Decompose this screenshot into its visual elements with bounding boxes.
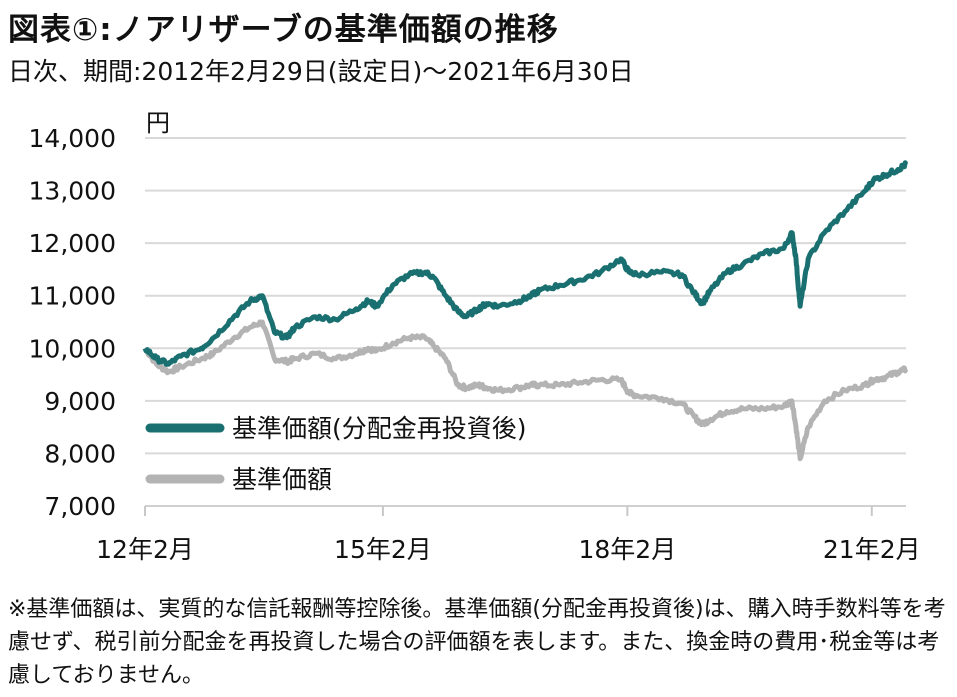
legend-label-reinvested: 基準価額(分配金再投資後) xyxy=(232,414,527,443)
legend: 基準価額(分配金再投資後) 基準価額 xyxy=(145,414,527,494)
y-tick-label: 14,000 xyxy=(29,124,116,153)
axes xyxy=(144,505,906,516)
y-tick-label: 12,000 xyxy=(29,229,116,258)
tick-labels: 7,000 8,000 9,000 10,000 11,000 12,000 13,000 1… xyxy=(29,124,921,564)
y-tick-label: 13,000 xyxy=(29,177,116,206)
chart-subtitle: 日次、期間:2012年2月29日(設定日)～2021年6月30日 xyxy=(8,57,634,86)
y-tick-label: 10,000 xyxy=(29,334,116,363)
y-tick-label: 11,000 xyxy=(29,282,116,311)
y-axis-unit-label: 円 xyxy=(146,109,170,137)
y-tick-label: 9,000 xyxy=(44,387,116,416)
x-tick-label: 15年2月 xyxy=(334,535,432,564)
x-tick-label: 21年2月 xyxy=(823,535,921,564)
series-line-reinvested xyxy=(142,160,909,367)
legend-label-nav: 基準価額 xyxy=(232,465,332,494)
x-tick-label: 18年2月 xyxy=(578,535,676,564)
chart-title: 図表①:ノアリザーブの基準価額の推移 xyxy=(8,12,559,48)
series-lines xyxy=(142,160,909,462)
y-tick-label: 7,000 xyxy=(44,492,116,521)
y-tick-label: 8,000 xyxy=(44,439,116,468)
series-line-nav xyxy=(142,319,909,462)
footnote: ※基準価額は、実質的な信託報酬等控除後。基準価額(分配金再投資後)は、購入時手数… xyxy=(8,597,946,688)
x-tick-label: 12年2月 xyxy=(96,535,194,564)
